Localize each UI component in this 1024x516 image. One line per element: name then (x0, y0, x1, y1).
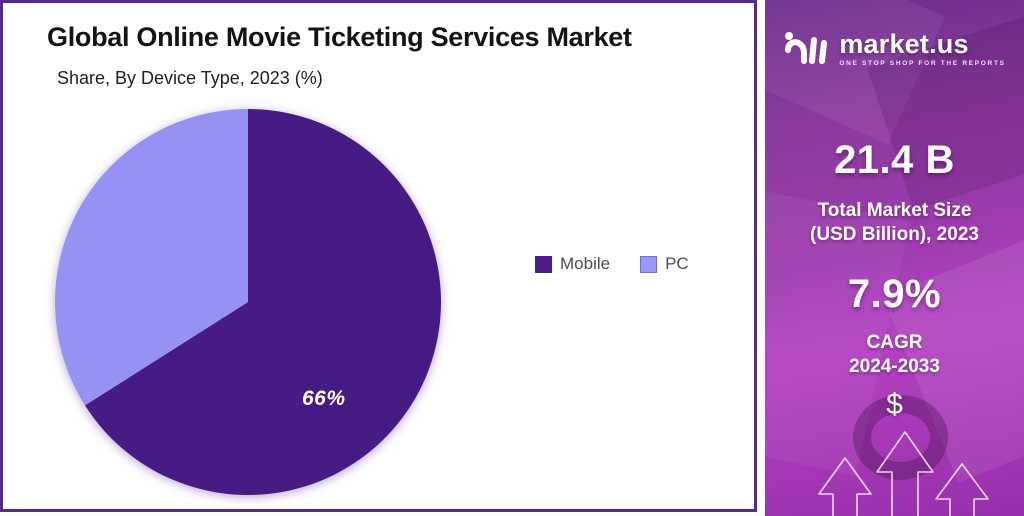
pie-slice-mobile (85, 109, 441, 496)
market-size-value: 21.4 B (834, 138, 955, 182)
brand-tagline: ONE STOP SHOP FOR THE REPORTS (839, 59, 1006, 67)
stat-cagr: 7.9% CAGR 2024-2033 (765, 272, 1024, 379)
brand-text: market.us ONE STOP SHOP FOR THE REPORTS (839, 30, 1005, 67)
legend-item-mobile: Mobile (535, 254, 610, 274)
market-size-label: Total Market Size (USD Billion), 2023 (765, 199, 1024, 247)
cagr-label-line2: 2024-2033 (849, 356, 940, 377)
dollar-icon: $ (886, 388, 903, 421)
pie-slice-data-label: 66% (302, 387, 346, 410)
legend-label-pc: PC (665, 254, 689, 273)
chart-legend: Mobile PC (535, 254, 689, 274)
legend-swatch-mobile (535, 255, 552, 273)
brand-logo: market.us ONE STOP SHOP FOR THE REPORTS (765, 28, 1024, 68)
pie-chart-svg (54, 109, 441, 496)
stat-market-size: 21.4 B Total Market Size (USD Billion), … (765, 138, 1024, 247)
legend-swatch-pc (640, 255, 658, 273)
brand-sidebar: market.us ONE STOP SHOP FOR THE REPORTS … (765, 0, 1024, 516)
pie-chart: 66% (52, 106, 444, 498)
pie-slice-pc (54, 109, 248, 406)
chart-subtitle: Share, By Device Type, 2023 (%) (57, 68, 323, 88)
market-size-label-line1: Total Market Size (817, 200, 972, 221)
market-us-logo-icon (785, 32, 828, 64)
market-size-label-line2: (USD Billion), 2023 (810, 224, 979, 245)
chart-title: Global Online Movie Ticketing Services M… (47, 22, 632, 52)
cagr-label: CAGR 2024-2033 (765, 331, 1024, 379)
growth-arrows-icon (818, 431, 989, 516)
cagr-label-line1: CAGR (866, 332, 923, 353)
legend-label-mobile: Mobile (560, 254, 611, 273)
brand-name: market.us (839, 28, 969, 59)
legend-item-pc: PC (640, 254, 689, 274)
cagr-value: 7.9% (847, 272, 942, 316)
